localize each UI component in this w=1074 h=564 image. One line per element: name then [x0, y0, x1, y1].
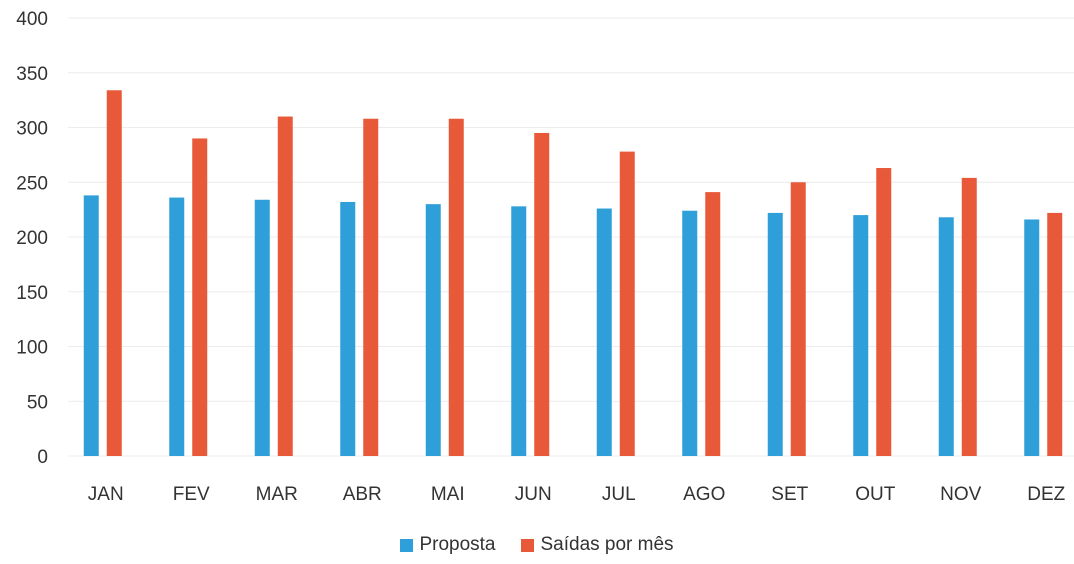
bar-proposta-jan: [83, 195, 99, 456]
bar-proposta-set: [767, 212, 783, 456]
legend-label-proposta: Proposta: [419, 534, 496, 555]
x-tick-label-fev: FEV: [173, 484, 210, 505]
bar-saidas-jul: [619, 151, 635, 456]
bar-saidas-ago: [705, 192, 721, 457]
x-tick-label-jan: JAN: [88, 484, 124, 505]
y-tick-label: 200: [16, 228, 48, 249]
y-tick-label: 300: [16, 119, 48, 140]
bar-saidas-mar: [277, 116, 293, 457]
bar-saidas-nov: [961, 177, 977, 456]
y-tick-label: 50: [27, 392, 48, 413]
x-axis-tick-labels: JAN FEV MAR ABR MAI JUN JUL AGO SET OUT NOV DEZ: [88, 484, 1066, 505]
bar-proposta-jun: [511, 206, 527, 456]
bar-saidas-abr: [363, 118, 379, 457]
legend-label-saidas: Saídas por mês: [540, 534, 674, 555]
bar-saidas-jun: [534, 132, 550, 456]
legend-item-saidas: Saídas por mês: [521, 534, 674, 556]
bar-saidas-mai: [448, 118, 464, 457]
bar-saidas-dez: [1047, 212, 1063, 456]
legend-swatch-saidas: [521, 538, 535, 552]
x-tick-label-mar: MAR: [256, 484, 298, 505]
bar-proposta-dez: [1024, 219, 1040, 456]
bar-proposta-nov: [938, 217, 954, 456]
y-tick-label: 0: [37, 447, 48, 468]
bar-saidas-out: [876, 168, 892, 456]
x-tick-label-ago: AGO: [683, 484, 725, 505]
bar-saidas-fev: [192, 138, 208, 456]
x-tick-label-out: OUT: [855, 484, 896, 505]
y-tick-label: 350: [16, 64, 48, 85]
x-tick-label-nov: NOV: [940, 484, 982, 505]
x-tick-label-abr: ABR: [343, 484, 382, 505]
bar-saidas-jan: [106, 90, 122, 457]
gridlines: [68, 17, 1074, 457]
y-axis-tick-labels: 400 350 300 250 200 150 100 50 0: [16, 9, 48, 468]
bar-proposta-ago: [682, 210, 698, 456]
bar-proposta-mai: [425, 204, 441, 456]
y-tick-label: 100: [16, 338, 48, 359]
bar-saidas-set: [790, 182, 806, 456]
legend: Proposta Saídas por mês: [0, 534, 1074, 556]
bar-proposta-out: [853, 215, 869, 456]
bar-proposta-abr: [340, 201, 356, 456]
bar-proposta-mar: [254, 199, 270, 456]
x-tick-label-set: SET: [771, 484, 808, 505]
bar-proposta-fev: [169, 197, 185, 456]
legend-item-proposta: Proposta: [400, 534, 495, 556]
x-tick-label-mai: MAI: [431, 484, 465, 505]
y-tick-label: 150: [16, 283, 48, 304]
bars: [83, 90, 1063, 457]
x-tick-label-dez: DEZ: [1027, 484, 1065, 505]
y-tick-label: 400: [16, 9, 48, 30]
legend-swatch-proposta: [400, 538, 414, 552]
y-tick-label: 250: [16, 173, 48, 194]
x-tick-label-jun: JUN: [515, 484, 552, 505]
x-tick-label-jul: JUL: [602, 484, 636, 505]
bar-proposta-jul: [596, 208, 612, 456]
